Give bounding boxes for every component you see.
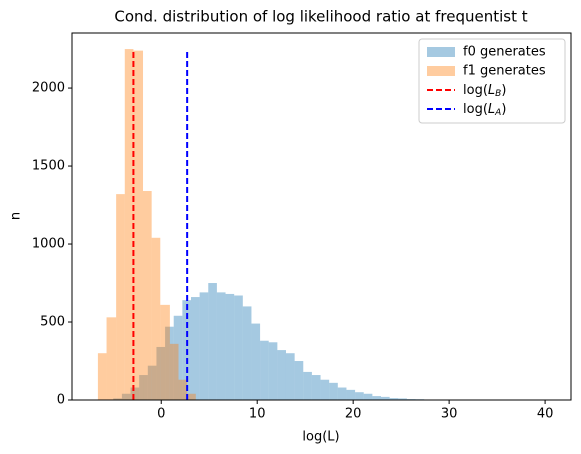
bar xyxy=(173,315,183,400)
legend-label: f1 generates xyxy=(463,64,546,79)
bar xyxy=(251,323,261,400)
y-tick-label: 500 xyxy=(40,315,65,330)
bar xyxy=(165,326,174,400)
bar xyxy=(169,343,179,400)
bar xyxy=(277,350,286,400)
x-tick-label: 40 xyxy=(537,407,554,422)
bar xyxy=(337,387,347,400)
bar xyxy=(156,346,166,400)
x-tick-label: 20 xyxy=(345,407,362,422)
legend-box xyxy=(418,38,566,124)
bar xyxy=(143,190,152,400)
y-axis-label: n xyxy=(9,212,24,220)
legend-label: f0 generates xyxy=(463,45,546,60)
bar xyxy=(346,389,356,400)
bar xyxy=(147,365,157,400)
bar xyxy=(389,398,399,400)
bar xyxy=(225,293,235,400)
y-tick-label: 2000 xyxy=(32,81,65,96)
bar xyxy=(187,393,196,400)
plot-area xyxy=(97,49,546,400)
bar xyxy=(380,396,390,400)
legend-label: log(LB) xyxy=(463,83,506,99)
bar xyxy=(208,283,217,400)
bar xyxy=(97,353,107,400)
bar xyxy=(242,306,252,400)
bar xyxy=(116,194,125,400)
bar xyxy=(216,292,226,400)
bar xyxy=(139,375,148,400)
bar xyxy=(121,393,131,400)
legend-swatch xyxy=(427,66,455,76)
bar xyxy=(160,304,170,400)
bar xyxy=(130,387,140,400)
bar xyxy=(320,379,330,400)
legend-swatch xyxy=(427,47,455,57)
bar xyxy=(329,382,338,400)
bar xyxy=(234,295,243,400)
bar xyxy=(355,392,364,400)
x-axis-label: log(L) xyxy=(302,430,339,445)
bar xyxy=(190,297,200,400)
x-tick-label: 30 xyxy=(441,407,458,422)
bar xyxy=(113,398,122,400)
y-tick-label: 0 xyxy=(57,393,65,408)
x-tick-label: 0 xyxy=(157,407,165,422)
bar xyxy=(398,398,407,400)
bar xyxy=(285,353,295,400)
bar xyxy=(303,371,312,400)
axes-frame xyxy=(71,32,572,401)
chart-title: Cond. distribution of log likelihood rat… xyxy=(114,8,527,26)
bar xyxy=(294,361,304,400)
bar xyxy=(372,396,381,400)
bar xyxy=(260,340,269,400)
bar xyxy=(311,375,321,400)
bar xyxy=(124,49,134,400)
x-tick-label: 10 xyxy=(249,407,266,422)
bar xyxy=(133,50,144,400)
y-tick-label: 1500 xyxy=(32,159,65,174)
bar xyxy=(151,237,161,400)
bar xyxy=(199,292,209,400)
bar xyxy=(106,317,117,400)
bar xyxy=(268,342,278,400)
bar xyxy=(178,379,188,400)
legend-label: log(LA) xyxy=(463,102,506,118)
y-tick-label: 1000 xyxy=(32,237,65,252)
bar xyxy=(363,393,373,400)
